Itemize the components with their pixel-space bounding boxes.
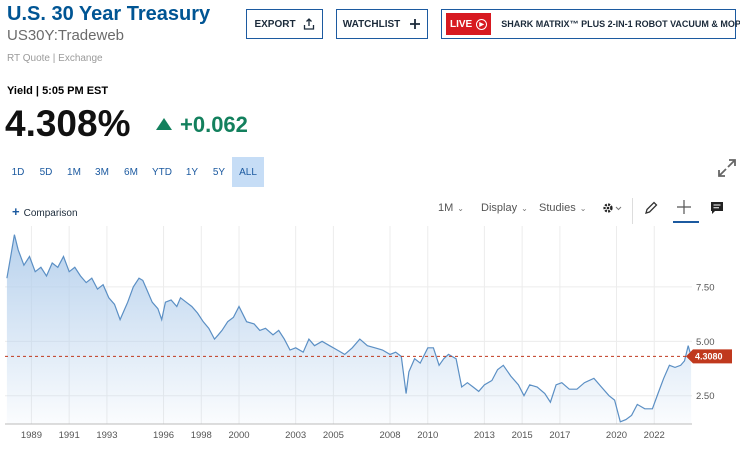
interval-dropdown[interactable]: 1M ⌄ [438,202,464,214]
current-value-tag-shape [686,349,732,364]
watchlist-label: WATCHLIST [342,18,401,30]
x-tick-label: 2022 [644,430,665,441]
range-tab-5y[interactable]: 5Y [212,166,226,178]
page-title: U.S. 30 Year Treasury [7,3,211,25]
gear-icon[interactable] [601,201,623,215]
x-tick-label: 2000 [228,430,249,441]
export-button[interactable]: EXPORT [246,9,323,39]
x-tick-label: 1991 [59,430,80,441]
current-value-label: 4.3080 [695,352,723,362]
x-tick-label: 1989 [21,430,42,441]
live-badge-label: LIVE [450,18,473,30]
up-arrow-icon [156,118,172,130]
chart-series-line [6,234,692,423]
display-dropdown[interactable]: Display ⌄ [481,202,528,214]
crosshair-icon[interactable] [676,199,692,215]
x-tick-label: 1996 [153,430,174,441]
live-badge: LIVE ▶ [446,13,492,35]
x-tick-label: 2008 [379,430,400,441]
x-tick-label: 2020 [606,430,627,441]
quote-info: RT Quote | Exchange [7,53,103,64]
y-tick-label: 7.50 [696,282,715,293]
x-tick-label: 1993 [96,430,117,441]
watchlist-button[interactable]: WATCHLIST [336,9,428,39]
range-tab-5d[interactable]: 5D [39,166,53,178]
x-tick-label: 2017 [549,430,570,441]
live-tv-banner[interactable]: LIVE ▶ SHARK MATRIX™ PLUS 2-IN-1 ROBOT V… [441,9,740,39]
live-ad-text: SHARK MATRIX™ PLUS 2-IN-1 ROBOT VACUUM &… [501,19,740,29]
range-tab-6m[interactable]: 6M [124,166,138,178]
expand-icon[interactable] [716,157,738,179]
range-tab-ytd[interactable]: YTD [152,166,172,178]
comment-icon[interactable] [709,200,725,216]
yield-timestamp: Yield | 5:05 PM EST [7,85,109,97]
chevron-down-icon: ⌄ [457,204,464,213]
toolbar-divider [632,198,633,224]
pencil-icon[interactable] [643,200,659,216]
crosshair-active-indicator [673,221,699,223]
play-icon: ▶ [476,18,488,30]
x-tick-label: 2003 [285,430,306,441]
range-tab-1d[interactable]: 1D [11,166,25,178]
chevron-down-icon: ⌄ [521,204,528,213]
studies-dropdown[interactable]: Studies ⌄ [539,202,586,214]
last-price: 4.308% [5,103,131,144]
range-tab-1y[interactable]: 1Y [185,166,199,178]
interval-label: 1M [438,202,454,214]
plus-icon: + [12,204,20,219]
export-label: EXPORT [254,18,296,30]
symbol-label: US30Y:Tradeweb [7,27,125,44]
range-tab-all[interactable]: ALL [232,157,264,187]
range-tab-1m[interactable]: 1M [67,166,81,178]
comparison-button[interactable]: + Comparison [12,204,78,219]
x-tick-label: 2005 [323,430,344,441]
y-tick-label: 2.50 [696,391,715,402]
x-tick-label: 2015 [512,430,533,441]
plus-icon [410,19,421,29]
export-icon [303,18,314,30]
studies-label: Studies [539,202,576,214]
x-tick-label: 2013 [474,430,495,441]
y-tick-label: 5.00 [696,337,715,348]
range-tab-3m[interactable]: 3M [95,166,109,178]
x-tick-label: 1998 [191,430,212,441]
price-change: +0.062 [180,112,248,137]
chevron-down-icon: ⌄ [579,204,587,213]
comparison-label: Comparison [23,208,78,219]
current-value-tag: 4.3080 [686,349,732,364]
display-label: Display [481,202,518,214]
chart-area-fill [6,234,692,424]
yield-chart[interactable]: 1989 1991 1993 1996 1998 2000 2003 2005 2008 2010… [0,226,740,449]
x-tick-label: 2010 [417,430,438,441]
